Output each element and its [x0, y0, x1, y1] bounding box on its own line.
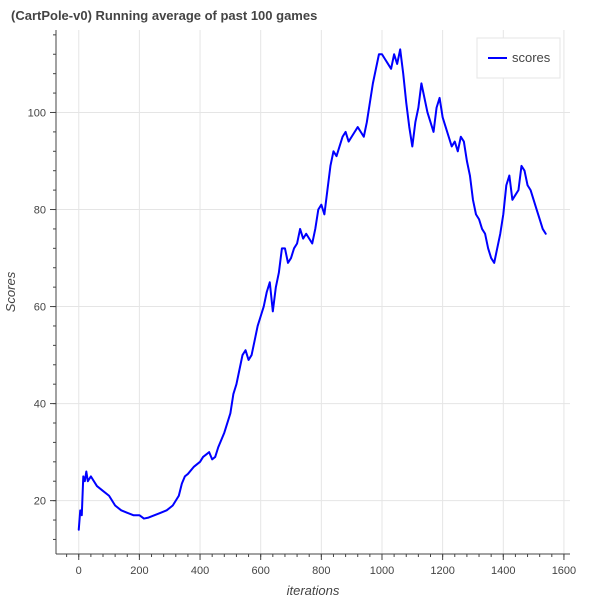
y-tick-label: 100: [28, 107, 46, 119]
grid: [56, 30, 570, 554]
x-tick-label: 800: [312, 565, 330, 577]
chart-title: (CartPole-v0) Running average of past 10…: [11, 8, 317, 23]
x-tick-label: 1200: [430, 565, 454, 577]
x-tick-label: 1000: [370, 565, 394, 577]
legend-label-scores: scores: [512, 50, 551, 65]
x-tick-label: 1400: [491, 565, 515, 577]
x-tick-label: 200: [130, 565, 148, 577]
x-tick-label: 600: [252, 565, 270, 577]
x-axis-label: iterations: [287, 583, 340, 598]
x-tick-label: 1600: [552, 565, 576, 577]
x-tick-label: 0: [76, 565, 82, 577]
legend: scores: [476, 37, 561, 79]
series-line-scores: [77, 48, 547, 531]
x-tick-label: 400: [191, 565, 209, 577]
y-tick-label: 60: [34, 302, 46, 314]
y-tick-label: 20: [34, 496, 46, 508]
y-tick-label: 40: [34, 399, 46, 411]
plot-area: [56, 30, 570, 554]
y-tick-label: 80: [34, 205, 46, 217]
y-axis-label: Scores: [3, 271, 18, 312]
series-layer: [77, 48, 547, 531]
axes: 0 200 400 600 800 1000 1200 1400 1600 20 40 60 80 100: [28, 30, 576, 577]
